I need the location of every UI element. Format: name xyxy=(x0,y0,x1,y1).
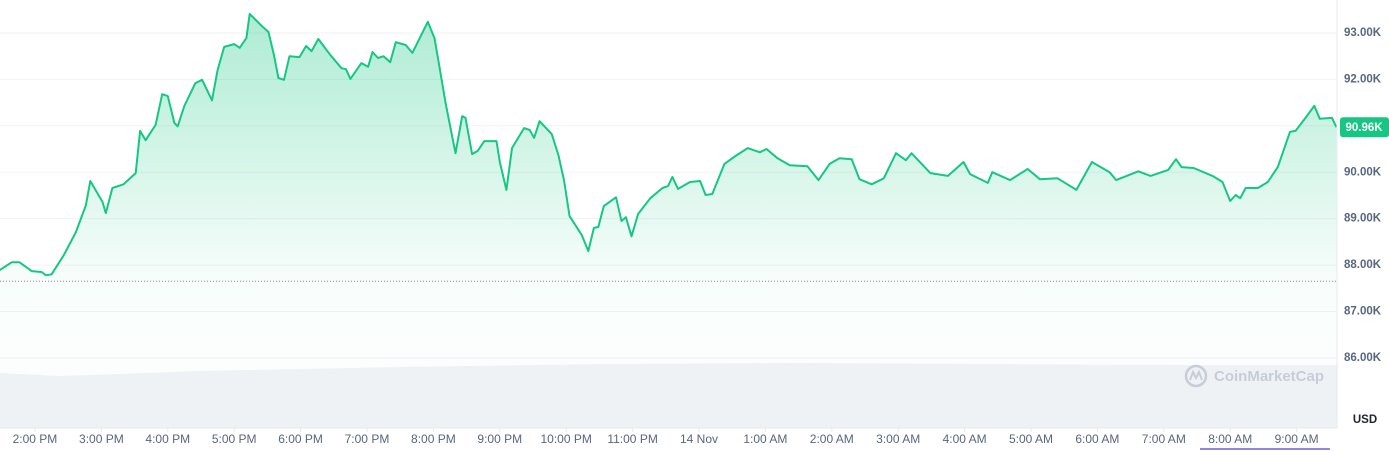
y-tick-label: 90.00K xyxy=(1344,166,1382,178)
x-tick-label: 6:00 AM xyxy=(1075,432,1119,446)
y-tick-label: 86.00K xyxy=(1344,352,1382,364)
x-tick-label: 7:00 AM xyxy=(1142,432,1186,446)
y-tick-label: 88.00K xyxy=(1344,259,1382,271)
x-tick-label: 3:00 AM xyxy=(876,432,920,446)
x-tick-label: 10:00 PM xyxy=(540,432,591,446)
x-tick-label: 5:00 AM xyxy=(1009,432,1053,446)
x-tick-label: 14 Nov xyxy=(680,432,718,446)
x-tick-label: 11:00 PM xyxy=(607,432,657,446)
x-tick-label: 7:00 PM xyxy=(345,432,390,446)
x-tick-label: 4:00 PM xyxy=(145,432,190,446)
x-tick-label: 4:00 AM xyxy=(943,432,987,446)
x-tick-label: 5:00 PM xyxy=(212,432,257,446)
x-tick-label: 3:00 PM xyxy=(79,432,124,446)
x-tick-label: 8:00 AM xyxy=(1208,432,1252,446)
x-tick-label: 2:00 PM xyxy=(13,432,58,446)
x-tick-label: 1:00 AM xyxy=(743,432,787,446)
watermark: CoinMarketCap xyxy=(1184,364,1324,388)
x-tick-label: 8:00 PM xyxy=(411,432,456,446)
watermark-text: CoinMarketCap xyxy=(1214,368,1324,385)
y-unit-label: USD xyxy=(1353,414,1377,426)
price-line xyxy=(0,12,1338,277)
x-tick-label: 9:00 PM xyxy=(477,432,522,446)
y-tick-label: 89.00K xyxy=(1344,213,1382,225)
last-price-label: 90.96K xyxy=(1345,122,1383,134)
y-tick-label: 93.00K xyxy=(1344,27,1382,39)
x-tick-label: 9:00 AM xyxy=(1275,432,1319,446)
price-area xyxy=(0,13,1337,428)
y-tick-label: 87.00K xyxy=(1344,306,1382,318)
y-tick-label: 92.00K xyxy=(1344,73,1382,85)
last-price-badge xyxy=(1340,117,1389,138)
x-tick-label: 6:00 PM xyxy=(278,432,323,446)
x-tick-label: 2:00 AM xyxy=(810,432,854,446)
volume-area xyxy=(0,363,1337,428)
